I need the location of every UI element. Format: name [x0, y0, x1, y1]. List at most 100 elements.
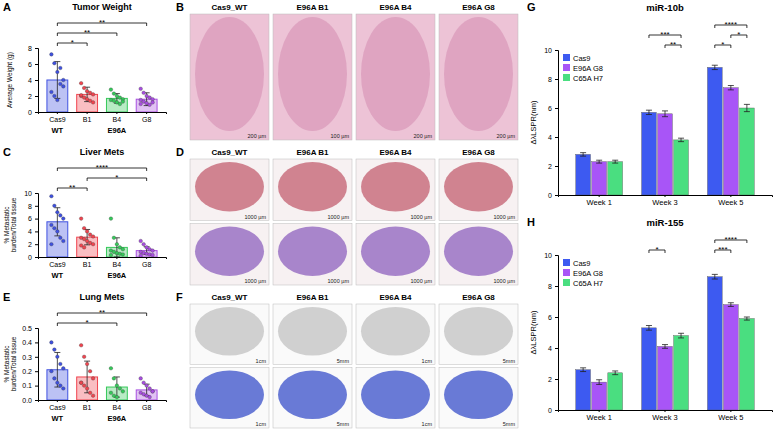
data-point	[151, 249, 155, 253]
error-bar	[580, 368, 586, 372]
data-point	[56, 70, 60, 74]
x-tick: Cas9	[49, 257, 65, 268]
y-tick: 2	[28, 93, 38, 100]
y-axis-title-line: burden/Total tissue	[10, 197, 17, 252]
chart-title: miR-155	[647, 217, 685, 228]
y-tick-label: 6	[28, 215, 32, 222]
data-point	[53, 94, 57, 98]
y-tick-label: 6	[28, 61, 32, 68]
error-bar	[596, 160, 602, 163]
image-cell	[439, 224, 518, 286]
data-point	[82, 355, 86, 359]
data-point	[142, 242, 146, 246]
tissue	[195, 17, 264, 131]
group-label: WT	[52, 126, 64, 135]
x-tick: Week 5	[718, 195, 743, 207]
y-axis-title-line: ΔλLSPR(nm)	[529, 310, 538, 354]
x-tick-mark	[116, 257, 117, 259]
y-tick: 8	[548, 76, 558, 83]
y-axis-title: ΔλLSPR(nm)	[529, 100, 538, 144]
error-bar	[728, 86, 734, 90]
column-label: E96A B1	[296, 148, 329, 157]
data-point	[115, 395, 119, 399]
data-point	[50, 242, 54, 246]
y-tick-label: 0.4	[22, 339, 32, 346]
error-bar	[54, 208, 60, 236]
error-bar	[580, 153, 586, 156]
significance-label: **	[84, 28, 90, 37]
bar	[592, 162, 607, 195]
y-axis-line	[555, 256, 559, 411]
y-tick: 6	[28, 215, 38, 222]
data-point	[109, 217, 113, 221]
y-tick-mark	[555, 255, 558, 256]
bar	[740, 108, 755, 195]
data-point	[79, 93, 83, 97]
panel-letter: H	[527, 216, 535, 228]
error-bar	[646, 110, 652, 114]
y-tick: 6	[548, 105, 558, 112]
data-point	[112, 92, 116, 96]
panel: HmiR-1550246810Week 1Week 3Week 5*******…	[527, 216, 773, 422]
data-point	[50, 194, 54, 198]
data-point	[53, 377, 57, 381]
panel-letter: D	[176, 146, 184, 158]
x-tick-label: Cas9	[49, 116, 65, 123]
y-tick-mark	[555, 317, 558, 318]
x-tick: G8	[142, 400, 151, 411]
data-point	[56, 381, 60, 385]
y-tick-label: 8	[28, 45, 32, 52]
y-axis-title-line: Average Weight (g)	[6, 52, 14, 108]
y-tick: 4	[28, 77, 38, 84]
scale-label: 5mm	[503, 421, 516, 427]
x-tick-label: Cas9	[49, 261, 65, 268]
x-tick-mark	[57, 257, 58, 259]
x-tick-label: Cas9	[49, 404, 65, 411]
y-tick-label: 4	[28, 77, 32, 84]
x-tick-mark	[730, 410, 731, 412]
image-cell	[190, 224, 269, 286]
significance-label: *	[737, 30, 740, 39]
y-axis: 0246810	[544, 47, 558, 199]
group-label: WT	[52, 271, 64, 280]
y-tick-label: 0.0	[22, 397, 32, 404]
y-tick: 10	[544, 47, 558, 54]
x-tick-label: Week 3	[652, 198, 677, 207]
data-point	[50, 90, 54, 94]
y-tick-label: 0.1	[22, 382, 32, 389]
scale-label: 1cm	[256, 421, 267, 427]
y-tick-label: 8	[548, 76, 552, 83]
bar	[576, 370, 591, 410]
y-tick-mark	[35, 400, 38, 401]
image-cell	[356, 368, 435, 429]
data-point	[151, 253, 155, 257]
column-label: E96A G8	[462, 293, 495, 302]
group-label: WT	[52, 414, 64, 423]
significance-label: *	[71, 38, 74, 47]
data-point	[79, 381, 83, 385]
y-tick-label: 0	[548, 407, 552, 414]
scale-label: 1000 µm	[493, 278, 515, 284]
y-tick-mark	[555, 379, 558, 380]
legend-label: Cas9	[573, 54, 591, 63]
y-axis-title-line: % Metastatic	[3, 206, 10, 244]
x-tick-mark	[146, 257, 147, 259]
significance-label: **	[99, 308, 105, 317]
data-point	[56, 230, 60, 234]
data-point	[59, 384, 63, 388]
data-point	[91, 93, 95, 97]
data-point	[53, 348, 57, 352]
significance-label: ****	[725, 235, 737, 244]
y-tick-mark	[35, 371, 38, 372]
image-cell	[356, 304, 435, 365]
y-tick-label: 0.2	[22, 368, 32, 375]
column-label: E96A B4	[379, 3, 412, 12]
scale-label: 5mm	[337, 358, 350, 364]
error-bar	[612, 160, 618, 163]
x-tick: B4	[113, 112, 122, 123]
y-tick-mark	[35, 96, 38, 97]
y-axis: 0246810	[24, 190, 38, 261]
x-tick: B4	[113, 257, 122, 268]
scale-label: 1000 µm	[410, 278, 432, 284]
image-cell	[273, 224, 352, 286]
